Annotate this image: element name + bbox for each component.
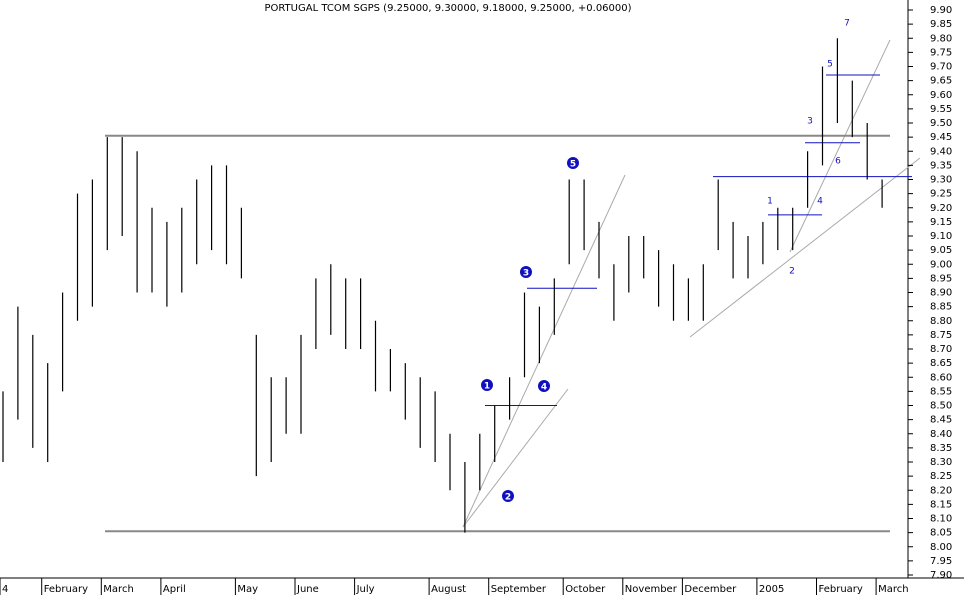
annotation: 7 <box>844 19 850 29</box>
y-tick-label: 9.70 <box>930 62 952 73</box>
x-tick-label: March <box>878 584 908 595</box>
y-tick-label: 8.60 <box>930 372 952 383</box>
y-tick-label: 7.95 <box>930 556 952 567</box>
y-tick-label: 8.55 <box>930 386 952 397</box>
y-tick-label: 7.90 <box>930 570 952 581</box>
y-tick-label: 9.85 <box>930 19 952 30</box>
x-tick-label: October <box>565 584 606 595</box>
annotation: 3 <box>807 117 813 127</box>
annotation: 5 <box>827 60 833 70</box>
x-tick-label: April <box>163 584 186 595</box>
y-tick-label: 9.35 <box>930 160 952 171</box>
y-tick-label: 9.10 <box>930 231 952 242</box>
y-tick-label: 9.00 <box>930 259 952 270</box>
x-tick-label: August <box>431 584 466 595</box>
x-tick-label: March <box>103 584 133 595</box>
x-tick-label: February <box>44 584 88 595</box>
y-tick-label: 9.20 <box>930 203 952 214</box>
y-tick-label: 9.05 <box>930 245 952 256</box>
y-tick-label: 8.00 <box>930 542 952 553</box>
y-tick-label: 9.40 <box>930 146 952 157</box>
y-tick-label: 9.65 <box>930 76 952 87</box>
y-tick-label: 8.90 <box>930 288 952 299</box>
annotation: 4 <box>817 197 823 207</box>
y-tick-label: 8.20 <box>930 485 952 496</box>
y-tick-label: 8.30 <box>930 457 952 468</box>
trendlines <box>462 39 921 528</box>
annotation-marker <box>481 379 493 391</box>
y-tick-label: 8.75 <box>930 330 952 341</box>
y-tick-label: 9.45 <box>930 132 952 143</box>
y-tick-label: 8.45 <box>930 415 952 426</box>
annotation-marker <box>567 157 579 169</box>
x-tick-label: 2005 <box>759 584 784 595</box>
y-tick-label: 8.80 <box>930 316 952 327</box>
annotation: 1 <box>767 197 773 207</box>
annotation: 2 <box>789 267 795 277</box>
x-tick-label: June <box>296 584 319 595</box>
x-tick-label: December <box>684 584 737 595</box>
y-tick-label: 9.25 <box>930 189 952 200</box>
y-tick-label: 8.95 <box>930 273 952 284</box>
y-tick-label: 9.60 <box>930 90 952 101</box>
y-tick-label: 9.75 <box>930 47 952 58</box>
y-tick-label: 9.15 <box>930 217 952 228</box>
x-tick-label: 4 <box>2 584 8 595</box>
annotation-marker <box>502 490 514 502</box>
y-tick-label: 8.15 <box>930 499 952 510</box>
annotation: 4 <box>541 383 547 393</box>
y-tick-label: 8.05 <box>930 528 952 539</box>
y-tick-label: 9.80 <box>930 33 952 44</box>
y-tick-label: 9.90 <box>930 5 952 16</box>
x-tick-label: May <box>237 584 258 595</box>
x-tick-label: February <box>819 584 863 595</box>
y-tick-label: 8.85 <box>930 302 952 313</box>
y-tick-label: 8.50 <box>930 401 952 412</box>
annotation: 1 <box>484 382 490 392</box>
annotation-marker <box>520 266 532 278</box>
y-tick-label: 8.65 <box>930 358 952 369</box>
y-tick-label: 8.10 <box>930 514 952 525</box>
x-tick-label: September <box>491 584 547 595</box>
y-tick-label: 8.25 <box>930 471 952 482</box>
y-tick-label: 9.55 <box>930 104 952 115</box>
y-tick-label: 9.50 <box>930 118 952 129</box>
annotation: 2 <box>505 493 511 503</box>
annotation-marker <box>538 380 550 392</box>
y-tick-label: 9.30 <box>930 175 952 186</box>
y-tick-label: 8.40 <box>930 429 952 440</box>
y-tick-label: 8.35 <box>930 443 952 454</box>
x-tick-label: November <box>625 584 678 595</box>
x-tick-label: July <box>356 584 375 595</box>
annotation: 3 <box>523 269 529 279</box>
chart-title: PORTUGAL TCOM SGPS (9.25000, 9.30000, 9.… <box>264 3 631 14</box>
y-tick-label: 8.70 <box>930 344 952 355</box>
annotation: 6 <box>835 157 841 167</box>
annotation: 5 <box>570 160 576 170</box>
